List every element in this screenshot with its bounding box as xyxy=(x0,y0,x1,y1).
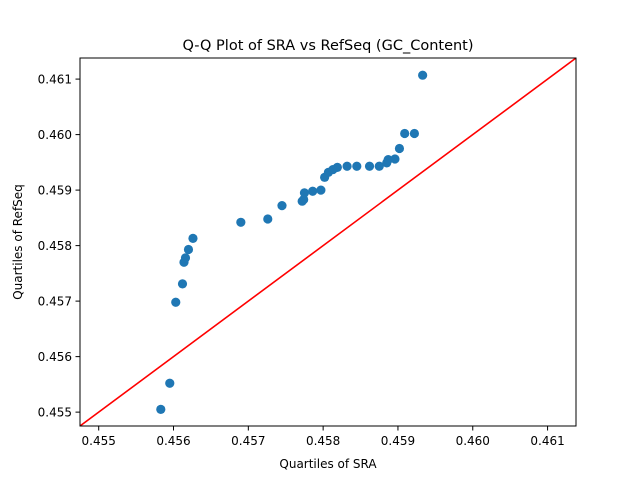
x-tick-label: 0.457 xyxy=(231,434,265,448)
x-tick-label: 0.458 xyxy=(306,434,340,448)
data-point xyxy=(263,214,273,224)
y-tick-label: 0.460 xyxy=(38,128,72,142)
data-point xyxy=(332,162,342,172)
data-point xyxy=(316,185,326,195)
data-point xyxy=(236,217,246,227)
x-axis-label: Quartiles of SRA xyxy=(279,457,377,471)
data-point xyxy=(364,161,375,171)
y-tick-label: 0.459 xyxy=(38,183,72,197)
data-point xyxy=(342,161,352,171)
data-point xyxy=(183,244,194,255)
data-point xyxy=(352,161,362,171)
data-point xyxy=(177,279,188,289)
data-point xyxy=(374,161,384,171)
data-point xyxy=(383,154,393,165)
data-point xyxy=(390,154,400,164)
data-point xyxy=(299,194,309,205)
y-axis-label: Quartiles of RefSeq xyxy=(11,184,25,300)
reference-line xyxy=(80,58,576,426)
x-tick-label: 0.459 xyxy=(381,434,415,448)
x-tick-label: 0.456 xyxy=(156,434,190,448)
data-point xyxy=(299,188,310,198)
data-point xyxy=(165,378,175,388)
x-tick-label: 0.460 xyxy=(456,434,490,448)
y-tick-label: 0.458 xyxy=(38,239,72,253)
y-axis-ticks: 0.455 0.456 0.457 0.458 0.459 0.460 0.461 xyxy=(38,72,80,419)
data-point xyxy=(409,128,420,139)
data-point xyxy=(156,404,166,414)
x-tick-label: 0.455 xyxy=(82,434,116,448)
x-axis-ticks: 0.455 0.456 0.457 0.458 0.459 0.460 0.461 xyxy=(82,426,565,448)
data-point xyxy=(400,128,410,139)
y-tick-label: 0.456 xyxy=(38,350,72,364)
chart-title: Q-Q Plot of SRA vs RefSeq (GC_Content) xyxy=(182,38,473,54)
y-tick-label: 0.461 xyxy=(38,72,72,86)
data-point xyxy=(180,253,191,263)
data-point xyxy=(277,201,287,211)
y-tick-label: 0.457 xyxy=(38,294,72,308)
data-point xyxy=(308,186,318,196)
x-tick-label: 0.461 xyxy=(530,434,564,448)
data-point xyxy=(418,70,428,80)
y-tick-label: 0.455 xyxy=(38,405,72,419)
data-point xyxy=(188,233,198,243)
plot-frame xyxy=(79,57,577,427)
data-point xyxy=(171,297,181,307)
scatter-points xyxy=(156,70,428,414)
data-point xyxy=(394,143,405,154)
reference-line-layer xyxy=(80,58,576,426)
